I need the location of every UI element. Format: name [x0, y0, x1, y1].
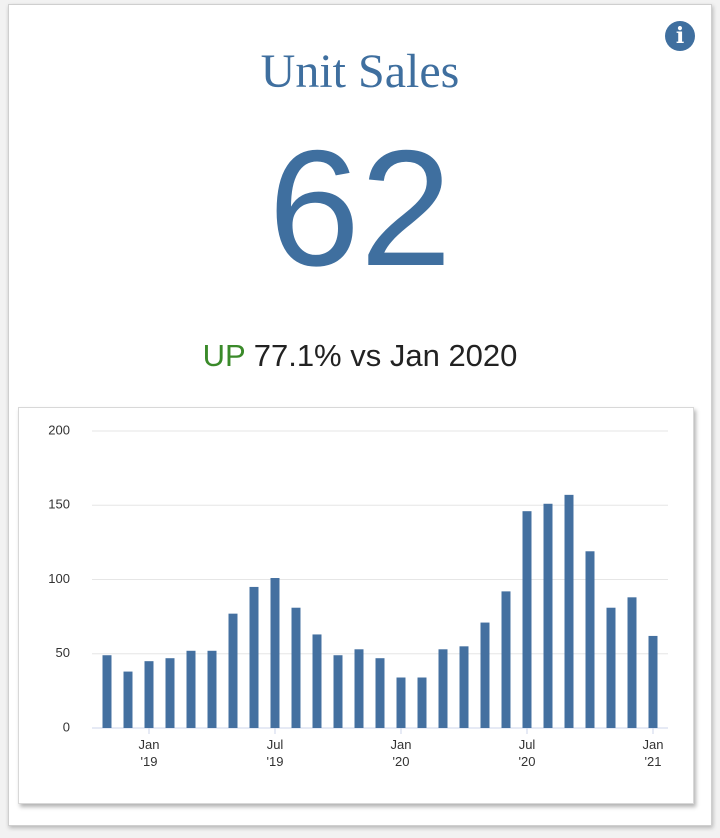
- bar: [375, 658, 385, 728]
- bar: [312, 634, 322, 728]
- bar: [606, 607, 616, 728]
- bar: [396, 677, 406, 728]
- change-line: UP 77.1% vs Jan 2020: [0, 338, 720, 374]
- bar: [144, 661, 154, 728]
- bar: [564, 494, 574, 728]
- bar: [522, 511, 532, 728]
- bar: [207, 650, 217, 728]
- bar: [228, 613, 238, 728]
- bar: [543, 503, 553, 728]
- x-tick-label: Jan '19: [138, 737, 160, 769]
- bar: [627, 597, 637, 728]
- bar: [648, 635, 658, 728]
- bar: [438, 649, 448, 728]
- x-tick-label: Jan '21: [642, 737, 664, 769]
- bar: [102, 655, 112, 728]
- y-tick-label: 50: [56, 645, 70, 660]
- bar: [585, 551, 595, 728]
- bar: [333, 655, 343, 728]
- info-icon[interactable]: i: [665, 21, 695, 51]
- bar: [270, 578, 280, 728]
- bar: [123, 671, 133, 728]
- bar: [165, 658, 175, 728]
- bar: [354, 649, 364, 728]
- bar: [459, 646, 469, 728]
- x-tick-label: Jul '20: [518, 737, 536, 769]
- bar: [501, 591, 511, 728]
- bar: [417, 677, 427, 728]
- x-tick-label: Jul '19: [266, 737, 284, 769]
- kpi-value: 62: [268, 116, 452, 300]
- y-tick-label: 100: [48, 571, 70, 586]
- direction: UP: [202, 338, 246, 373]
- card-title: Unit Sales: [260, 45, 460, 98]
- bar: [480, 622, 490, 728]
- bar: [291, 607, 301, 728]
- chart-box: [18, 407, 694, 804]
- y-tick-label: 0: [63, 719, 70, 734]
- bar: [186, 650, 196, 728]
- x-tick-label: Jan '20: [390, 737, 412, 769]
- y-tick-label: 150: [48, 497, 70, 512]
- change-text: 77.1% vs Jan 2020: [253, 338, 518, 373]
- bar: [249, 586, 259, 728]
- y-tick-label: 200: [48, 422, 70, 437]
